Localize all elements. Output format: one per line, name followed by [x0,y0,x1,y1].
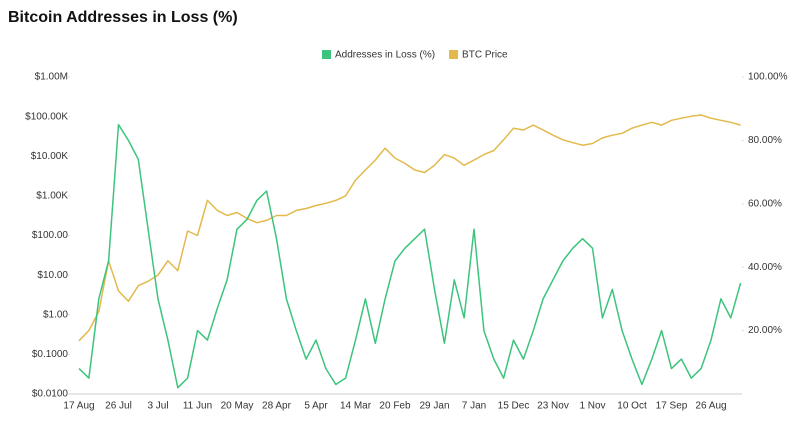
y2-tick-label: 40.00% [748,262,782,273]
x-tick-label: 23 Nov [537,401,569,412]
y-tick-label: $1.00K [36,191,68,202]
y-tick-label: $100.00K [25,111,68,122]
legend-swatch [449,50,459,59]
x-tick-label: 29 Jan [419,401,449,412]
y-tick-label: $1.00M [35,72,68,83]
y-tick-label: $10.00 [37,270,68,281]
series-line [78,123,742,389]
x-tick-label: 10 Oct [617,401,647,412]
series-line [78,114,741,342]
x-tick-label: 17 Aug [63,401,94,412]
x-tick-label: 1 Nov [579,401,605,412]
x-tick-label: 15 Dec [498,401,530,412]
x-tick-label: 26 Jul [105,401,132,412]
chart-title: Bitcoin Addresses in Loss (%) [8,9,238,26]
x-tick-label: 17 Sep [656,401,688,412]
x-tick-label: 14 Mar [340,401,372,412]
x-tick-label: 5 Apr [304,401,328,412]
legend-label: BTC Price [462,50,508,61]
x-tick-label: 11 Jun [183,401,212,412]
x-tick-label: 20 May [221,401,254,412]
x-tick-label: 20 Feb [379,401,411,412]
y2-tick-label: 80.00% [748,135,782,146]
x-tick-label: 28 Apr [262,401,292,412]
y-tick-label: $1.00 [43,309,68,320]
y-tick-label: $0.1000 [32,349,69,360]
y-tick-label: $100.00 [32,230,69,241]
legend-label: Addresses in Loss (%) [335,50,435,61]
y-tick-label: $10.00K [31,151,69,162]
y-tick-label: $0.0100 [32,389,69,400]
y2-tick-label: 60.00% [748,198,782,209]
x-tick-label: 7 Jan [462,401,486,412]
y2-tick-label: 100.00% [748,72,788,83]
x-tick-label: 3 Jul [147,401,168,412]
y2-tick-label: 20.00% [748,325,782,336]
x-tick-label: 26 Aug [695,401,726,412]
legend-swatch [322,50,331,59]
